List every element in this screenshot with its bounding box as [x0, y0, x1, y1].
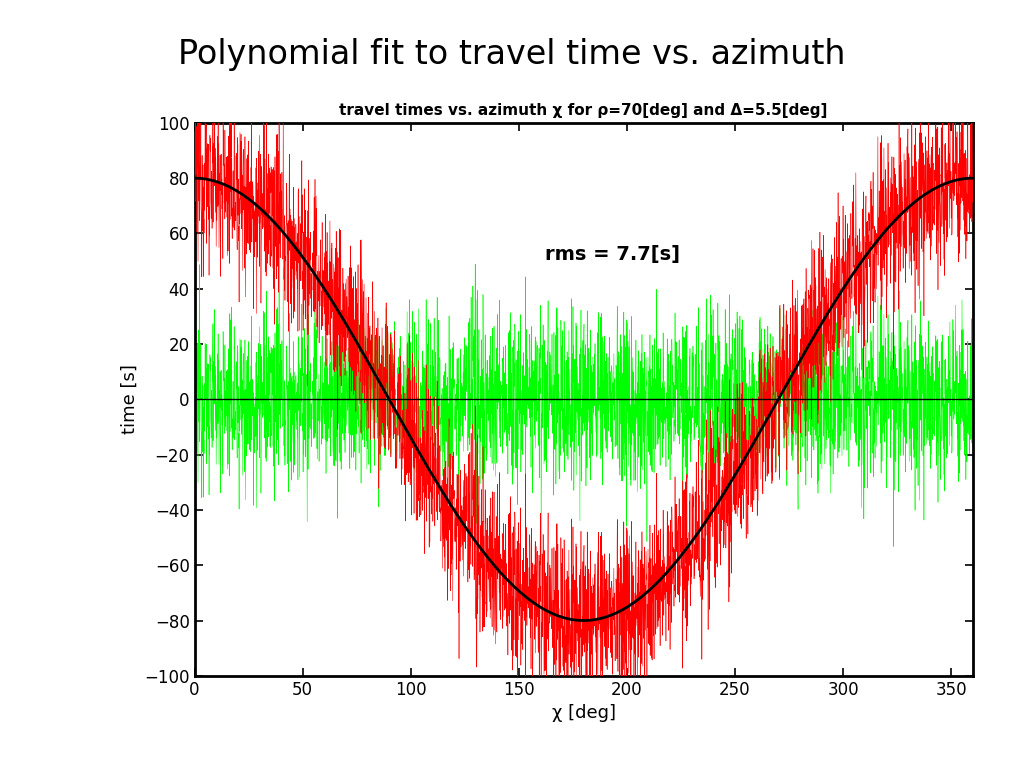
- Text: Polynomial fit to travel time vs. azimuth: Polynomial fit to travel time vs. azimut…: [178, 38, 846, 71]
- Title: travel times vs. azimuth χ for ρ=70[deg] and Δ=5.5[deg]: travel times vs. azimuth χ for ρ=70[deg]…: [340, 103, 827, 118]
- Text: rms = 7.7[s]: rms = 7.7[s]: [545, 244, 680, 263]
- Y-axis label: time [s]: time [s]: [121, 365, 138, 434]
- X-axis label: χ [deg]: χ [deg]: [552, 704, 615, 722]
